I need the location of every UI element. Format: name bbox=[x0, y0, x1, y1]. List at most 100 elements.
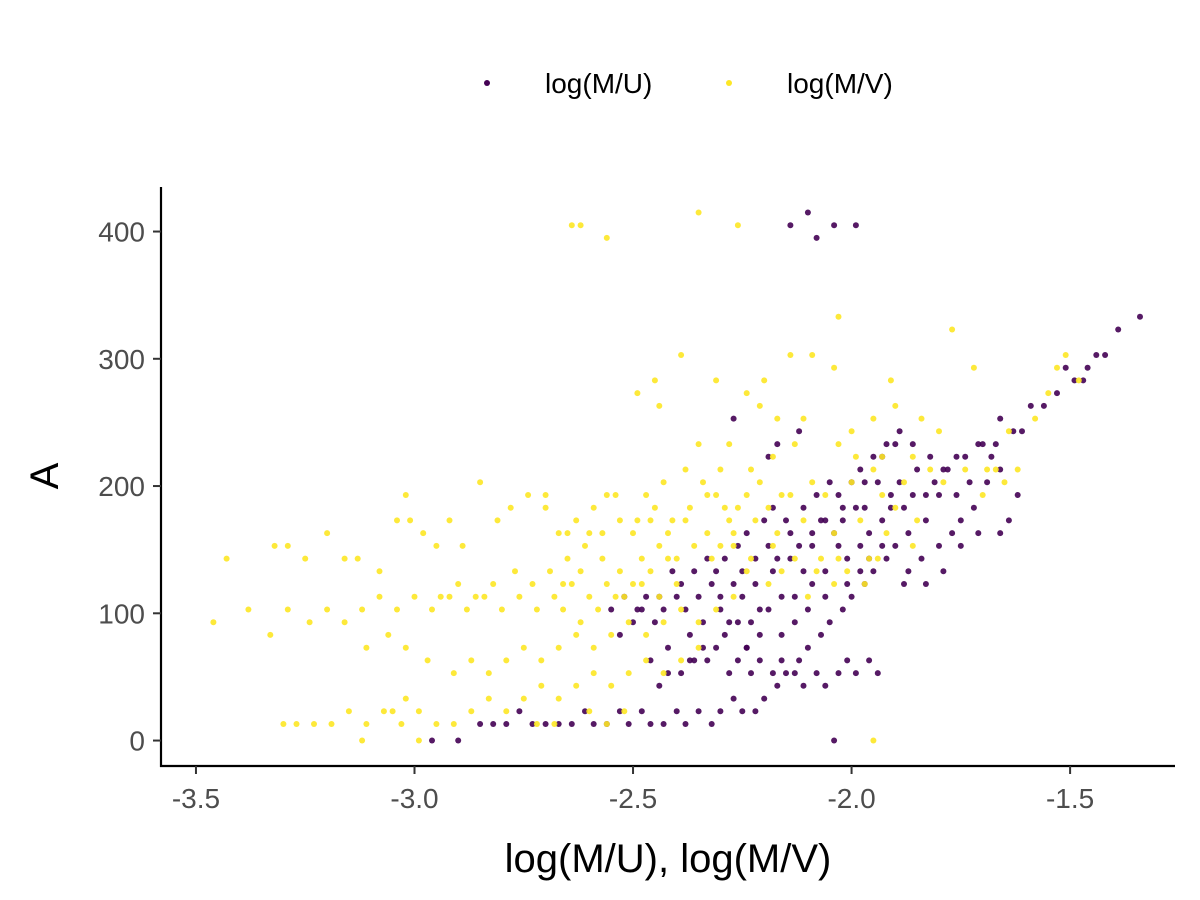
point-series-1-11 bbox=[713, 377, 720, 384]
x-tick-label: -2.5 bbox=[609, 783, 657, 814]
point-series-1-62 bbox=[717, 466, 724, 473]
point-series-1-103 bbox=[463, 606, 470, 613]
point-series-1-87 bbox=[616, 568, 623, 575]
point-series-0-83 bbox=[625, 721, 632, 727]
point-series-1-70 bbox=[800, 517, 807, 524]
point-series-1-156 bbox=[450, 670, 457, 677]
point-series-0-73 bbox=[739, 708, 746, 715]
point-series-0-120 bbox=[940, 466, 947, 473]
point-series-0-99 bbox=[874, 670, 881, 677]
point-series-1-75 bbox=[866, 555, 873, 562]
point-series-0-38 bbox=[778, 593, 785, 600]
point-series-1-212 bbox=[616, 517, 623, 524]
point-series-1-144 bbox=[660, 619, 667, 626]
point-series-0-12 bbox=[1080, 377, 1087, 384]
point-series-1-99 bbox=[533, 606, 540, 613]
point-series-0-84 bbox=[616, 708, 623, 715]
point-series-0-169 bbox=[669, 568, 676, 575]
point-series-1-238 bbox=[647, 568, 654, 575]
point-series-1-202 bbox=[778, 568, 785, 575]
point-series-0-33 bbox=[835, 542, 842, 549]
point-series-1-7 bbox=[809, 352, 816, 358]
point-series-1-223 bbox=[918, 415, 925, 422]
point-series-1-177 bbox=[415, 708, 422, 715]
point-series-0-124 bbox=[887, 492, 894, 498]
point-series-1-63 bbox=[700, 479, 706, 486]
point-series-0-149 bbox=[909, 441, 916, 448]
point-series-1-40 bbox=[879, 453, 886, 460]
point-series-0-61 bbox=[870, 568, 877, 575]
point-series-1-79 bbox=[769, 542, 776, 549]
point-series-0-183 bbox=[822, 593, 829, 600]
point-series-0-14 bbox=[1040, 402, 1047, 409]
point-series-1-125 bbox=[394, 517, 400, 524]
point-series-1-207 bbox=[704, 530, 711, 537]
point-series-1-142 bbox=[695, 619, 702, 626]
point-series-0-118 bbox=[966, 479, 973, 486]
point-series-0-2 bbox=[813, 234, 820, 241]
point-series-0-65 bbox=[826, 619, 833, 626]
point-series-1-16 bbox=[887, 377, 894, 384]
point-series-1-20 bbox=[1062, 352, 1069, 358]
point-series-0-117 bbox=[979, 441, 986, 448]
y-tick-label: 400 bbox=[98, 217, 145, 248]
point-series-1-160 bbox=[363, 644, 370, 651]
point-series-0-200 bbox=[922, 581, 929, 587]
point-series-1-151 bbox=[538, 657, 545, 664]
point-series-1-14 bbox=[761, 377, 768, 384]
point-series-0-25 bbox=[922, 492, 929, 498]
point-series-1-111 bbox=[324, 606, 331, 613]
point-series-0-147 bbox=[630, 619, 636, 626]
point-series-0-135 bbox=[765, 542, 772, 549]
point-series-1-198 bbox=[861, 581, 868, 587]
point-series-1-44 bbox=[870, 466, 877, 473]
point-series-0-22 bbox=[953, 453, 960, 460]
point-series-1-148 bbox=[590, 644, 597, 651]
point-series-1-195 bbox=[870, 737, 877, 744]
point-series-1-86 bbox=[638, 555, 645, 562]
point-series-0-122 bbox=[914, 466, 921, 473]
x-tick-label: -1.5 bbox=[1046, 783, 1094, 814]
point-series-0-197 bbox=[975, 530, 982, 537]
point-series-1-140 bbox=[730, 593, 737, 600]
point-series-0-7 bbox=[1102, 352, 1109, 358]
point-series-0-92 bbox=[516, 708, 523, 715]
point-series-0-175 bbox=[988, 453, 995, 460]
point-series-0-121 bbox=[927, 453, 934, 460]
point-series-1-98 bbox=[551, 593, 558, 600]
point-series-1-227 bbox=[778, 492, 785, 498]
point-series-1-42 bbox=[927, 466, 934, 473]
point-series-0-94 bbox=[490, 721, 497, 727]
point-series-0-59 bbox=[892, 542, 899, 549]
x-axis-title: log(M/U), log(M/V) bbox=[505, 837, 832, 881]
point-series-0-63 bbox=[848, 593, 855, 600]
point-series-0-10 bbox=[1071, 377, 1078, 384]
point-series-0-206 bbox=[892, 441, 899, 448]
point-series-0-137 bbox=[739, 568, 746, 575]
point-series-0-60 bbox=[883, 555, 890, 562]
point-series-1-235 bbox=[892, 504, 899, 511]
point-series-0-36 bbox=[800, 568, 807, 575]
point-series-1-19 bbox=[1075, 377, 1082, 384]
ticks: -3.5 -3.0 -2.5 -2.0 -1.5 0 100 200 300 400 bbox=[98, 217, 1094, 814]
point-series-0-132 bbox=[796, 542, 803, 549]
point-series-1-155 bbox=[468, 657, 475, 664]
point-series-0-142 bbox=[682, 606, 689, 613]
point-series-1-65 bbox=[660, 479, 667, 486]
point-series-0-116 bbox=[691, 657, 698, 664]
point-series-0-30 bbox=[866, 530, 873, 537]
point-series-1-208 bbox=[682, 517, 689, 524]
point-series-1-45 bbox=[848, 479, 855, 486]
point-series-1-196 bbox=[831, 581, 838, 587]
point-series-0-177 bbox=[922, 517, 929, 524]
point-series-1-28 bbox=[940, 479, 947, 486]
point-series-1-61 bbox=[542, 504, 549, 511]
point-series-1-59 bbox=[573, 517, 580, 524]
point-series-1-23 bbox=[1032, 415, 1039, 422]
point-series-1-194 bbox=[533, 721, 540, 727]
point-series-1-213 bbox=[599, 530, 606, 537]
point-series-0-141 bbox=[695, 593, 702, 600]
point-series-0-42 bbox=[734, 619, 741, 626]
point-series-1-101 bbox=[498, 606, 505, 613]
point-series-1-64 bbox=[682, 466, 689, 473]
